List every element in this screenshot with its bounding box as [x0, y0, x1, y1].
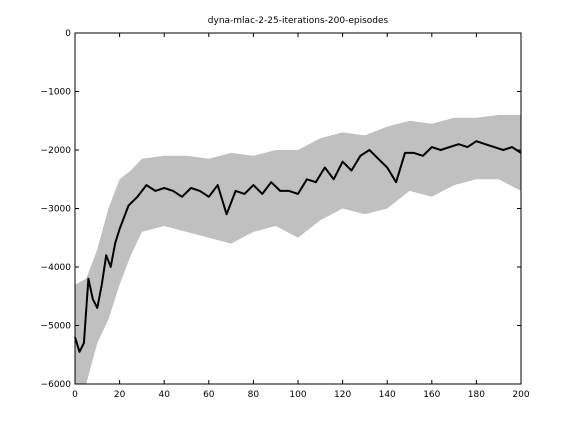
x-tick-label: 140 [379, 390, 396, 400]
std-band [75, 114, 521, 385]
x-tick-label: 200 [512, 390, 529, 400]
y-tick-label: −5000 [41, 322, 72, 332]
y-tick-label: −2000 [41, 146, 72, 156]
y-tick-label: −4000 [41, 263, 72, 273]
x-tick-label: 20 [114, 390, 126, 400]
y-tick-label: −6000 [41, 380, 72, 390]
x-tick-label: 160 [423, 390, 440, 400]
chart-title: dyna-mlac-2-25-iterations-200-episodes [208, 16, 389, 26]
x-tick-label: 40 [158, 390, 170, 400]
x-tick-label: 0 [72, 390, 78, 400]
mean-line [74, 140, 522, 353]
x-tick-label: 100 [289, 390, 306, 400]
x-tick-label: 80 [248, 390, 260, 400]
x-tick-label: 180 [468, 390, 485, 400]
y-tick-label: 0 [65, 29, 71, 39]
y-axis-ticks: 0 −1000 −2000 −3000 −4000 −5000 −6000 [41, 29, 521, 390]
y-tick-label: −1000 [41, 88, 72, 98]
x-tick-label: 120 [334, 390, 351, 400]
y-tick-label: −3000 [41, 205, 72, 215]
plot-area [74, 114, 522, 385]
x-tick-label: 60 [203, 390, 215, 400]
x-axis-ticks: 0 20 40 60 80 100 120 140 160 180 200 [72, 33, 530, 400]
